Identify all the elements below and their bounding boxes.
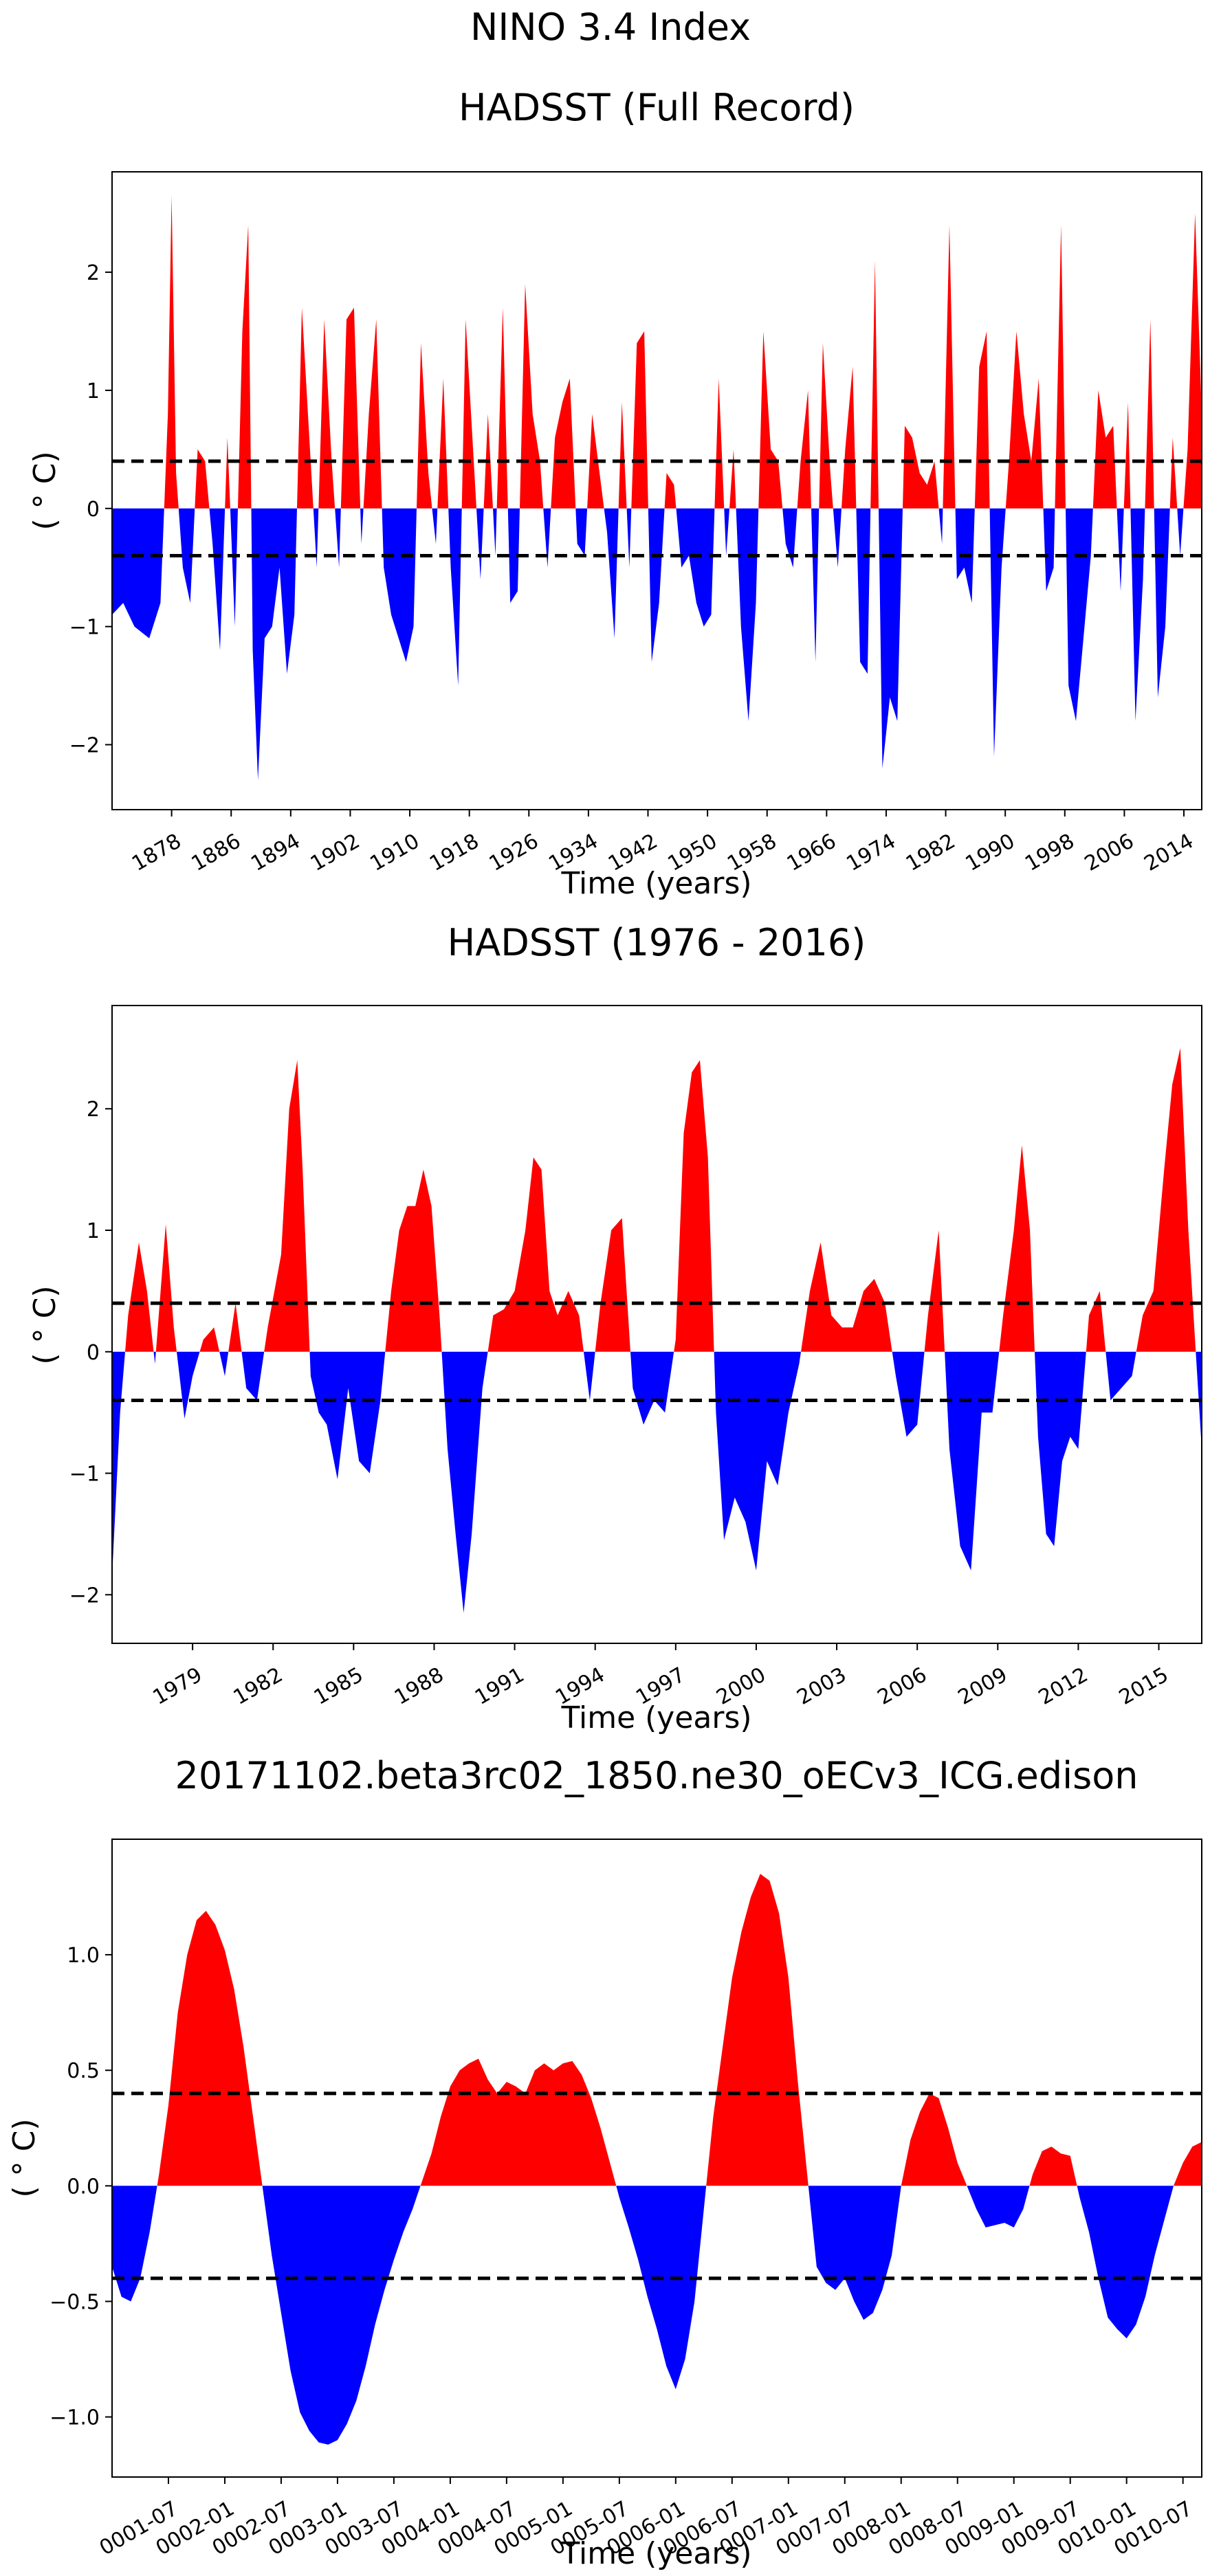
chart-2-xtick-label: 1979 <box>148 1663 206 1709</box>
figure-suptitle: NINO 3.4 Index <box>470 5 751 49</box>
chart-2-ytick-label: −2 <box>69 1584 100 1608</box>
chart-2-xlabel: Time (years) <box>560 1700 751 1735</box>
chart-2-plot <box>112 1047 1202 1613</box>
chart-1-ytick-label: 1 <box>87 379 100 403</box>
chart-1-xtick-label: 1982 <box>902 829 960 876</box>
chart-2-frame <box>111 1005 1202 1644</box>
chart-1-frame <box>111 171 1202 810</box>
chart-2-yticks: −2 −1 0 1 2 <box>69 1098 112 1608</box>
chart-2-ytick-label: 0 <box>87 1341 100 1365</box>
chart-2-xtick-label: 2015 <box>1115 1663 1173 1709</box>
chart-2-ytick-label: −1 <box>69 1463 100 1487</box>
chart-2-title: HADSST (1976 - 2016) <box>448 921 866 964</box>
chart-2-xtick-label: 1982 <box>230 1663 287 1709</box>
chart-2-xtick-label: 1991 <box>471 1663 529 1709</box>
chart-3-series-line <box>112 1874 1202 2445</box>
chart-1-xtick-label: 1918 <box>426 829 483 876</box>
chart-1-xtick-label: 1926 <box>485 829 543 876</box>
chart-3-ytick-label: −1.0 <box>50 2406 100 2430</box>
chart-3-plot <box>112 1874 1202 2445</box>
chart-3-title: 20171102.beta3rc02_1850.ne30_oECv3_ICG.e… <box>175 1754 1138 1797</box>
chart-2-xtick-label: 1985 <box>310 1663 368 1709</box>
chart-2-xtick-label: 2009 <box>954 1663 1012 1709</box>
chart-1-xtick-label: 1998 <box>1021 829 1079 876</box>
chart-1-ytick-label: 0 <box>87 498 100 522</box>
chart-2-ylabel: ( ° C) <box>28 1285 63 1364</box>
chart-2-xtick-label: 2006 <box>874 1663 932 1709</box>
chart-3-xlabel: Time (years) <box>560 2536 751 2571</box>
chart-1-xtick-label: 2006 <box>1081 829 1138 876</box>
chart-1-xtick-label: 1990 <box>962 829 1020 876</box>
chart-3-negative-area <box>112 2186 1202 2445</box>
chart-1-xtick-label: 1974 <box>842 829 900 876</box>
chart-3-ytick-label: 0.5 <box>67 2059 100 2083</box>
chart-2-xtick-label: 1988 <box>390 1663 448 1709</box>
chart-1-ylabel: ( ° C) <box>28 451 63 530</box>
chart-3-ytick-label: 0.0 <box>67 2175 100 2199</box>
chart-3-ylabel: ( ° C) <box>7 2118 42 2197</box>
chart-2-xtick-label: 2012 <box>1035 1663 1092 1709</box>
chart-2-ytick-label: 2 <box>87 1098 100 1122</box>
chart-1-xlabel: Time (years) <box>560 866 751 901</box>
chart-1: HADSST (Full Record) −2 −1 0 1 2 1878 1886 189… <box>28 86 1202 901</box>
chart-1-ytick-label: 2 <box>87 261 100 285</box>
chart-3-ytick-label: −0.5 <box>50 2290 100 2314</box>
chart-1-xtick-label: 1910 <box>366 829 424 876</box>
chart-3-positive-area <box>112 1874 1202 2186</box>
chart-2-ytick-label: 1 <box>87 1219 100 1243</box>
chart-2-positive-area <box>112 1047 1202 1352</box>
chart-1-ytick-label: −1 <box>69 616 100 640</box>
chart-2: HADSST (1976 - 2016) −2 −1 0 1 2 1979 1982 198… <box>28 921 1202 1735</box>
chart-3-yticks: −1.0 −0.5 0.0 0.5 1.0 <box>50 1944 112 2430</box>
chart-1-ytick-label: −2 <box>69 733 100 757</box>
chart-1-xtick-label: 2014 <box>1140 829 1198 876</box>
chart-1-plot <box>112 195 1202 780</box>
chart-1-positive-area <box>112 195 1202 509</box>
chart-1-xtick-label: 1902 <box>307 829 364 876</box>
chart-1-title: HADSST (Full Record) <box>459 86 855 129</box>
chart-1-yticks: −2 −1 0 1 2 <box>69 261 112 757</box>
chart-3-frame <box>111 1839 1202 2478</box>
chart-1-xtick-label: 1966 <box>783 829 841 876</box>
chart-3: 20171102.beta3rc02_1850.ne30_oECv3_ICG.e… <box>7 1754 1202 2571</box>
chart-1-xtick-label: 1886 <box>188 829 245 876</box>
chart-2-negative-area <box>112 1351 1202 1613</box>
chart-1-xtick-label: 1894 <box>247 829 305 876</box>
chart-1-xtick-label: 1878 <box>128 829 186 876</box>
chart-3-ytick-label: 1.0 <box>67 1944 100 1968</box>
chart-2-xtick-label: 2003 <box>793 1663 850 1709</box>
chart-1-negative-area <box>112 508 1202 780</box>
